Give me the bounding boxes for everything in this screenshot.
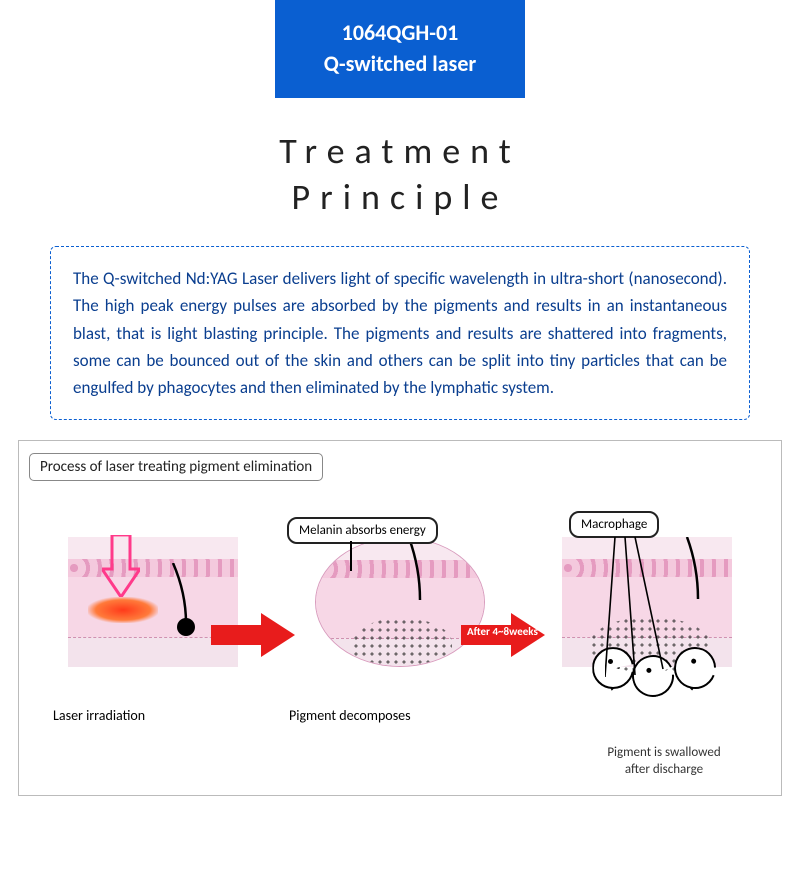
laser-burst-icon [88, 597, 158, 623]
callout-pointer-icon [605, 537, 665, 677]
hair-follicle-icon [682, 537, 722, 617]
title-line2: Principle [0, 174, 800, 221]
page-title: Treatment Principle [0, 128, 800, 222]
product-name: Q-switched laser [303, 49, 497, 80]
description-text: The Q-switched Nd:YAG Laser delivers lig… [73, 268, 727, 398]
stage3-label: Pigment is swallowed after discharge [549, 745, 779, 779]
process-diagram: Process of laser treating pigment elimin… [18, 440, 782, 796]
hair-follicle-icon [404, 538, 444, 618]
callout-macrophage: Macrophage [569, 511, 659, 538]
laser-down-arrow-icon [102, 535, 140, 597]
description-box: The Q-switched Nd:YAG Laser delivers lig… [50, 246, 750, 420]
pigment-fragments-icon [352, 618, 452, 667]
stage3-label-l1: Pigment is swallowed [607, 745, 720, 760]
callout-pointer-icon [349, 541, 369, 571]
duration-badge: After 4~8weeks [467, 625, 538, 638]
skin-block-2 [315, 537, 485, 667]
stages-row: After 4~8weeks Melanin absorbs energy Ma… [29, 497, 771, 777]
flow-arrow-icon [211, 613, 295, 657]
process-title: Process of laser treating pigment elimin… [29, 453, 323, 481]
stage1-label: Laser irradiation [53, 707, 145, 724]
model-number: 1064QGH-01 [303, 18, 497, 49]
product-header: 1064QGH-01 Q-switched laser [275, 0, 525, 98]
callout-melanin: Melanin absorbs energy [287, 517, 438, 544]
stage2-label: Pigment decomposes [289, 707, 411, 724]
title-line1: Treatment [0, 128, 800, 175]
stage3-label-l2: after discharge [625, 762, 703, 777]
